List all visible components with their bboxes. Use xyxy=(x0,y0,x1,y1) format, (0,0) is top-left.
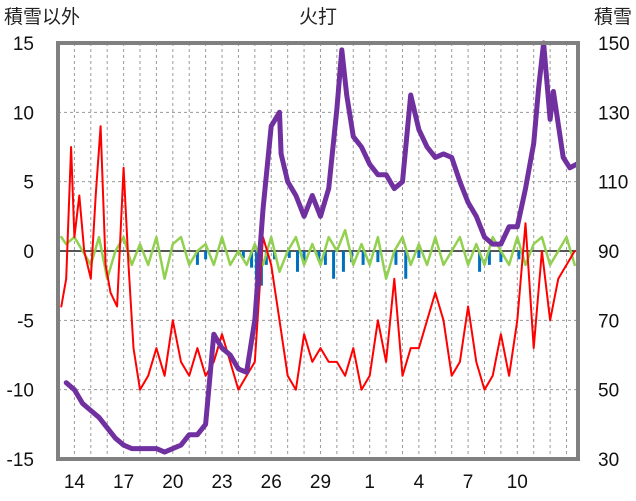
left-tick-label: -15 xyxy=(7,450,34,471)
blue-bar xyxy=(341,251,345,272)
blue-bar xyxy=(376,251,380,263)
x-tick-label: 17 xyxy=(113,472,134,493)
blue-bar xyxy=(404,251,408,279)
blue-bar xyxy=(204,251,208,260)
x-tick-label: 7 xyxy=(463,472,474,493)
plot-frame xyxy=(56,41,580,461)
blue-bar xyxy=(195,251,199,265)
blue-bar xyxy=(417,251,421,258)
blue-bar xyxy=(517,251,521,260)
blue-bar xyxy=(361,251,365,265)
right-tick-label: 50 xyxy=(598,381,619,402)
right-axis-label: 積雪 xyxy=(594,6,632,28)
green_series-line xyxy=(60,228,576,280)
x-tick-label: 26 xyxy=(261,472,282,493)
blue-bar xyxy=(302,251,306,263)
blue-bar xyxy=(317,251,321,261)
x-tick-label: 23 xyxy=(211,472,232,493)
blue-bar xyxy=(250,251,254,268)
blue-bar xyxy=(295,251,299,272)
left-tick-label: -5 xyxy=(17,311,34,332)
chart-title: 火打 xyxy=(299,6,337,28)
blue-bar xyxy=(332,251,336,279)
right-tick-label: 150 xyxy=(598,34,630,55)
right-tick-label: 90 xyxy=(598,242,619,263)
blue-bar xyxy=(323,251,327,265)
x-tick-label: 1 xyxy=(364,472,375,493)
x-tick-label: 29 xyxy=(310,472,331,493)
left-tick-label: -10 xyxy=(7,381,34,402)
left-tick-label: 5 xyxy=(23,173,34,194)
x-tick-label: 20 xyxy=(162,472,183,493)
blue-bar xyxy=(487,251,491,265)
x-tick-label: 10 xyxy=(507,472,528,493)
blue-bar xyxy=(394,251,398,265)
x-tick-label: 14 xyxy=(64,472,86,493)
right-tick-label: 70 xyxy=(598,311,619,332)
red_series-line xyxy=(60,125,576,391)
left-tick-label: 15 xyxy=(13,34,34,55)
right-tick-label: 30 xyxy=(598,450,619,471)
blue-bar xyxy=(499,251,503,263)
blue-bar xyxy=(241,251,245,258)
left-tick-label: 0 xyxy=(23,242,34,263)
series-lines xyxy=(60,40,579,455)
left-axis-label: 積雪以外 xyxy=(4,6,80,28)
right-tick-label: 110 xyxy=(598,173,628,194)
left-tick-label: 10 xyxy=(13,103,34,124)
snow_depth-line xyxy=(63,40,579,455)
right-tick-label: 130 xyxy=(598,103,630,124)
blue-bar xyxy=(478,251,482,272)
blue-bar xyxy=(287,251,291,258)
x-tick-label: 4 xyxy=(414,472,425,493)
